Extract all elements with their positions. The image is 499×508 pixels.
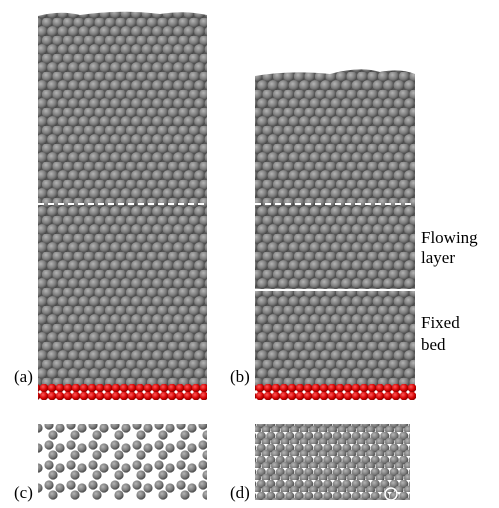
figure: (a) (b) (c) (d) Flowing layer Fixed bed [0, 0, 499, 508]
annotation: bed [421, 335, 446, 354]
red-particles [255, 384, 416, 400]
panel-a [38, 12, 207, 400]
panel-label: (a) [14, 367, 33, 386]
particle-bed [255, 69, 415, 388]
panel-label: (b) [230, 367, 250, 386]
panel-c-slice [38, 424, 207, 500]
red-particles [38, 384, 207, 400]
panel-b [255, 69, 416, 400]
annotation: layer [421, 248, 455, 267]
panel-label: (c) [14, 483, 33, 502]
particle-bed [38, 12, 207, 388]
panel-d-slice [255, 424, 410, 500]
annotation: Fixed [421, 313, 460, 332]
annotation: Flowing [421, 228, 478, 247]
panel-label: (d) [230, 483, 250, 502]
